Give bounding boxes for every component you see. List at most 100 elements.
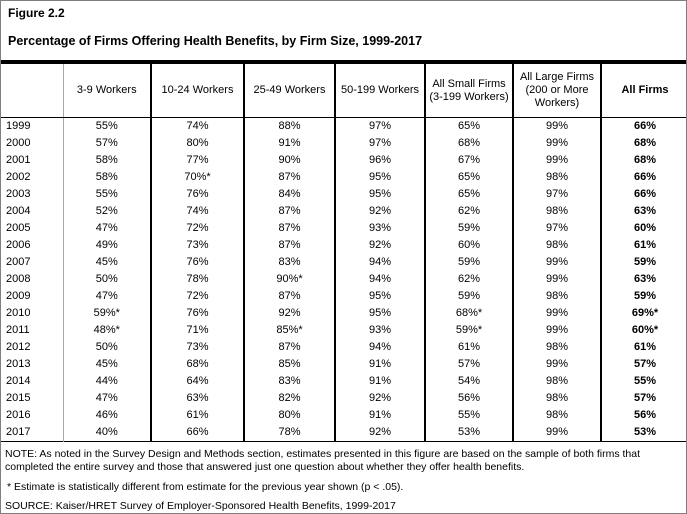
year-cell: 2004 [6,205,31,217]
data-cell: 76% [150,254,244,271]
data-cell: 98% [512,288,601,305]
data-cell: 64% [150,373,244,390]
year-cell: 2010 [6,307,31,319]
table-row: 2017 40% 66% 78% 92% 53% 99% 53% [1,424,686,442]
column-header-year [1,64,63,118]
data-cell: 99% [512,271,601,288]
year-cell: 2011 [6,324,30,336]
data-cell: 63% [600,271,686,288]
data-cell: 68% [600,135,686,152]
data-cell: 48%* [62,322,151,339]
data-cell: 58% [62,152,151,169]
note-text: NOTE: As noted in the Survey Design and … [5,448,641,473]
data-cell: 57% [600,390,686,407]
data-cell: 61% [600,339,686,356]
data-cell: 53% [600,424,686,442]
data-cell: 72% [150,288,244,305]
title-block: Figure 2.2 Percentage of Firms Offering … [1,1,686,48]
data-cell: 88% [243,117,335,135]
data-cell: 76% [150,305,244,322]
data-cell: 61% [150,407,244,424]
data-cell: 94% [334,254,425,271]
data-cell: 96% [334,152,425,169]
column-header-all-firms: All Firms [600,64,686,118]
data-cell: 84% [243,186,335,203]
year-cell: 2002 [6,171,31,183]
data-cell: 70%* [150,169,244,186]
data-cell: 57% [62,135,151,152]
data-cell: 99% [512,356,601,373]
data-cell: 62% [424,203,513,220]
table-row: 2001 58% 77% 90% 96% 67% 99% 68% [1,152,686,169]
data-cell: 87% [243,169,335,186]
column-header-all-large-firms: All Large Firms (200 or More Workers) [512,64,601,118]
year-cell: 2017 [6,426,31,438]
data-cell: 95% [334,169,425,186]
data-cell: 97% [334,135,425,152]
data-cell: 47% [62,288,151,305]
data-cell: 52% [62,203,151,220]
data-cell: 93% [334,322,425,339]
column-header-all-small-firms: All Small Firms (3-199 Workers) [424,64,513,118]
data-cell: 92% [334,424,425,442]
figure-label: Figure 2.2 [8,6,65,20]
data-cell: 60% [424,237,513,254]
data-cell: 58% [62,169,151,186]
table-row: 2011 48%* 71% 85%* 93% 59%* 99% 60%* [1,322,686,339]
data-cell: 99% [512,152,601,169]
data-cell: 59% [424,254,513,271]
data-cell: 94% [334,339,425,356]
data-cell: 66% [600,117,686,135]
data-cell: 91% [334,373,425,390]
data-cell: 61% [600,237,686,254]
data-cell: 40% [62,424,151,442]
table-row: 2013 45% 68% 85% 91% 57% 99% 57% [1,356,686,373]
data-cell: 91% [334,356,425,373]
title-divider [1,60,686,64]
data-cell: 99% [512,135,601,152]
data-cell: 66% [600,186,686,203]
data-cell: 67% [424,152,513,169]
table-header: 3-9 Workers 10-24 Workers 25-49 Workers … [1,64,686,118]
year-cell: 2006 [6,239,31,251]
data-cell: 85% [243,356,335,373]
data-cell: 93% [334,220,425,237]
data-cell: 59% [600,254,686,271]
data-cell: 63% [150,390,244,407]
data-cell: 92% [334,237,425,254]
year-cell: 2012 [6,341,31,353]
data-cell: 87% [243,339,335,356]
data-cell: 80% [150,135,244,152]
data-cell: 47% [62,220,151,237]
year-cell: 2005 [6,222,31,234]
data-cell: 55% [600,373,686,390]
data-cell: 69%* [600,305,686,322]
data-cell: 55% [62,186,151,203]
table-row: 2012 50% 73% 87% 94% 61% 98% 61% [1,339,686,356]
data-cell: 83% [243,373,335,390]
data-cell: 78% [150,271,244,288]
data-cell: 98% [512,407,601,424]
data-cell: 72% [150,220,244,237]
data-cell: 68% [600,152,686,169]
data-cell: 60%* [600,322,686,339]
notes-section: NOTE: As noted in the Survey Design and … [1,442,686,513]
header-row: 3-9 Workers 10-24 Workers 25-49 Workers … [1,64,686,118]
data-cell: 50% [62,271,151,288]
data-cell: 74% [150,203,244,220]
data-cell: 53% [424,424,513,442]
table-row: 2015 47% 63% 82% 92% 56% 98% 57% [1,390,686,407]
data-cell: 83% [243,254,335,271]
data-cell: 97% [334,117,425,135]
data-cell: 56% [424,390,513,407]
year-cell: 2014 [6,375,31,387]
data-cell: 61% [424,339,513,356]
data-cell: 98% [512,390,601,407]
table-row: 1999 55% 74% 88% 97% 65% 99% 66% [1,117,686,135]
data-cell: 98% [512,339,601,356]
table-body: 1999 55% 74% 88% 97% 65% 99% 66% 2000 57% 80% 91% 97… [1,117,686,442]
year-cell: 2001 [6,154,31,166]
data-cell: 99% [512,424,601,442]
data-cell: 90% [243,152,335,169]
